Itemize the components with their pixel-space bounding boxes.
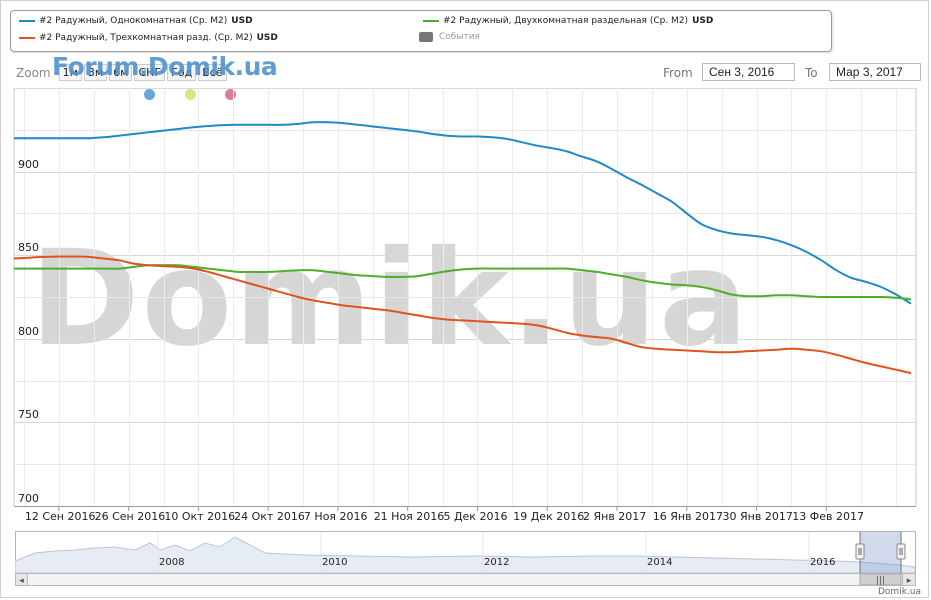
credit-text: Domik.ua bbox=[878, 587, 921, 597]
legend-unit: USD bbox=[256, 33, 278, 43]
legend-swatch bbox=[423, 20, 439, 22]
range-to-input[interactable] bbox=[829, 63, 921, 81]
zoom-ytd-button[interactable]: СНГ bbox=[134, 64, 166, 81]
y-tick-label: 750 bbox=[18, 408, 39, 422]
y-tick-label: 900 bbox=[18, 157, 39, 171]
y-tick-label: 800 bbox=[18, 324, 39, 338]
x-tick-label: 7 Ноя 2016 bbox=[303, 510, 368, 523]
legend-item-two-room[interactable]: #2 Радужный, Двухкомнатная раздельная (С… bbox=[423, 16, 713, 26]
legend-item-one-room[interactable]: #2 Радужный, Однокомнатная (Ср. М2) USD bbox=[19, 16, 253, 26]
zoom-3m-button[interactable]: 3м bbox=[83, 64, 108, 81]
zoom-label: Zoom bbox=[16, 65, 51, 80]
range-from-label: From bbox=[663, 66, 693, 80]
navigator-year-label: 2010 bbox=[322, 557, 348, 568]
legend-swatch bbox=[19, 37, 35, 39]
zoom-1y-button[interactable]: Год bbox=[167, 64, 197, 81]
x-tick-label: 12 Сен 2016 bbox=[24, 510, 96, 523]
series-line-one-room[interactable] bbox=[13, 121, 912, 305]
range-from-input[interactable] bbox=[702, 63, 795, 81]
legend-label: #2 Радужный, Однокомнатная (Ср. М2) bbox=[39, 16, 228, 26]
zoom-bar: Zoom 1м 3м 6м СНГ Год Всё bbox=[16, 64, 227, 81]
zoom-all-button[interactable]: Всё bbox=[198, 64, 227, 81]
scroll-right-button[interactable] bbox=[902, 573, 916, 586]
navigator-selection[interactable] bbox=[860, 532, 901, 573]
x-tick-label: 19 Дек 2016 bbox=[513, 510, 585, 523]
legend-unit: USD bbox=[231, 16, 253, 26]
legend-swatch bbox=[19, 20, 35, 22]
range-to-label: To bbox=[805, 66, 818, 80]
y-tick-label: 700 bbox=[18, 492, 39, 505]
navigator-right-handle[interactable] bbox=[896, 543, 906, 560]
scrollbar-thumb[interactable] bbox=[859, 573, 902, 586]
scroll-left-button[interactable] bbox=[15, 573, 28, 586]
x-tick-label: 13 Фев 2017 bbox=[792, 510, 865, 523]
zoom-6m-button[interactable]: 6м bbox=[109, 64, 133, 81]
x-tick-label: 2 Янв 2017 bbox=[582, 510, 647, 523]
navigator[interactable]: ◂ ▸ ||| bbox=[15, 531, 916, 587]
event-flag-pink[interactable] bbox=[225, 89, 236, 100]
series-line-three-room[interactable] bbox=[13, 255, 912, 375]
legend: #2 Радужный, Однокомнатная (Ср. М2) USD … bbox=[10, 10, 832, 52]
navigator-year-label: 2012 bbox=[484, 557, 510, 568]
x-tick-label: 10 Окт 2016 bbox=[164, 510, 236, 523]
zoom-1m-button[interactable]: 1м bbox=[58, 64, 82, 81]
x-tick-label: 21 Ноя 2016 bbox=[373, 510, 445, 523]
navigator-year-label: 2014 bbox=[647, 557, 673, 568]
navigator-year-label: 2008 bbox=[159, 557, 185, 568]
navigator-year-label: 2016 bbox=[810, 557, 836, 568]
event-flag-blue[interactable] bbox=[144, 89, 155, 100]
chevron-right-icon: ▸ bbox=[907, 576, 912, 586]
event-flag-yellow[interactable] bbox=[185, 89, 196, 100]
scrollbar-track[interactable] bbox=[15, 573, 916, 586]
watermark: Domik.ua bbox=[30, 222, 751, 376]
x-tick-label: 24 Окт 2016 bbox=[234, 510, 305, 523]
x-tick-label: 30 Янв 2017 bbox=[722, 510, 793, 523]
legend-item-events[interactable]: События bbox=[419, 32, 480, 42]
x-tick-label: 16 Янв 2017 bbox=[652, 510, 724, 523]
legend-item-three-room[interactable]: #2 Радужный, Трехкомнатная разд. (Ср. М2… bbox=[19, 33, 278, 43]
series-line-two-room[interactable] bbox=[14, 264, 912, 301]
legend-label: События bbox=[439, 32, 480, 42]
chevron-left-icon: ◂ bbox=[19, 576, 24, 586]
x-tick-label: 26 Сен 2016 bbox=[94, 510, 166, 523]
forum-watermark-logo: Forum.Domik.ua bbox=[52, 52, 278, 81]
y-tick-label: 850 bbox=[18, 241, 39, 255]
legend-label: #2 Радужный, Двухкомнатная раздельная (С… bbox=[443, 16, 689, 26]
events-swatch bbox=[419, 32, 433, 42]
navigator-left-handle[interactable] bbox=[855, 543, 865, 560]
x-tick-label: 5 Дек 2016 bbox=[443, 510, 508, 523]
legend-label: #2 Радужный, Трехкомнатная разд. (Ср. М2… bbox=[39, 33, 253, 43]
legend-unit: USD bbox=[692, 16, 714, 26]
navigator-series bbox=[15, 536, 916, 574]
scrollbar-grip-icon: ||| bbox=[876, 576, 885, 586]
